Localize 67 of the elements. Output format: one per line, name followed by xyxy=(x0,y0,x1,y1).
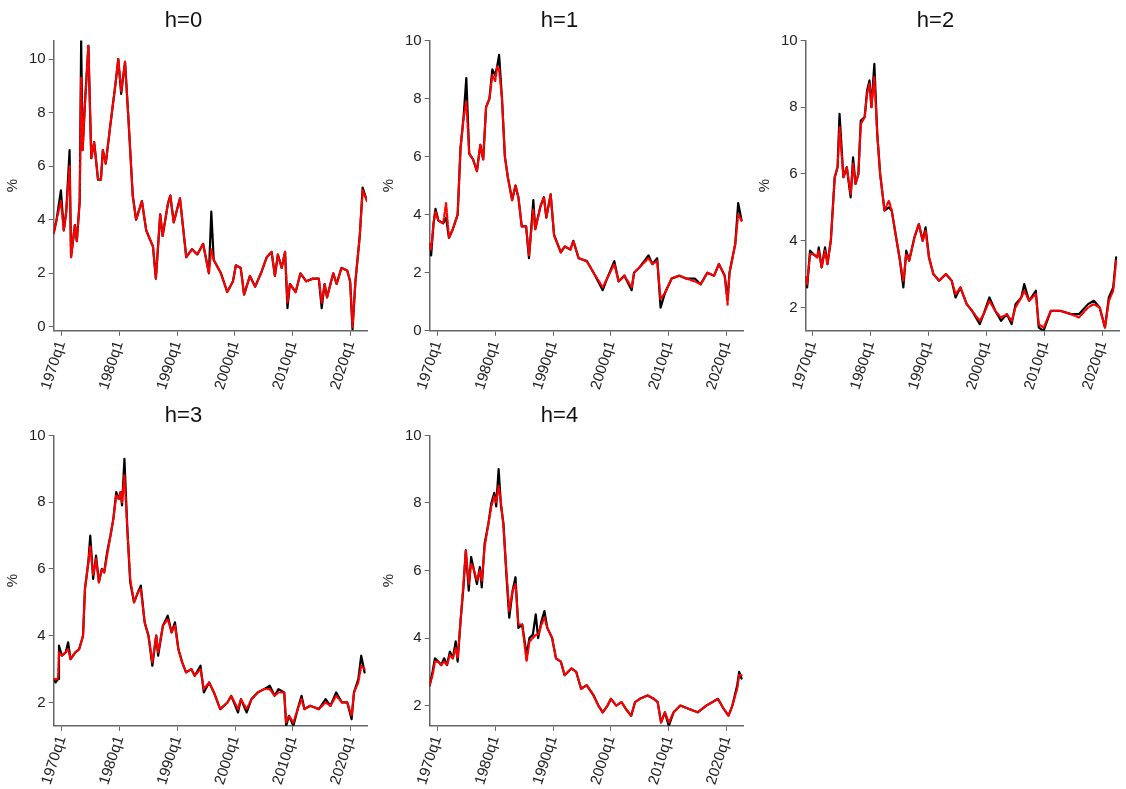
y-tick-label: 8 xyxy=(789,97,798,115)
y-tick-label: 2 xyxy=(789,297,798,315)
x-tick-label: 1980q1 xyxy=(94,733,127,787)
x-tick-label: 2010q1 xyxy=(267,338,300,392)
x-tick-label: 2020q1 xyxy=(1077,338,1110,392)
y-tick-label: 8 xyxy=(413,493,422,511)
y-tick-label: 2 xyxy=(413,262,422,280)
chart-title: h=3 xyxy=(164,402,203,428)
y-axis-title: % xyxy=(379,178,397,193)
y-tick-label: 10 xyxy=(405,30,422,48)
y-tick-label: 10 xyxy=(781,30,798,48)
chart-title: h=4 xyxy=(540,402,579,428)
y-tick-label: 2 xyxy=(37,692,46,710)
x-tick-label: 1990q1 xyxy=(903,338,936,392)
y-axis-title: % xyxy=(379,573,397,588)
x-tick-label: 1990q1 xyxy=(152,733,185,787)
y-tick-label: 6 xyxy=(413,146,422,164)
x-tick-label: 2000q1 xyxy=(210,338,242,392)
x-tick-label: 2020q1 xyxy=(325,733,358,787)
y-tick-label: 8 xyxy=(37,492,46,510)
x-tick-label: 2000q1 xyxy=(961,338,994,392)
x-tick-label: 2000q1 xyxy=(210,733,242,787)
y-tick-label: 8 xyxy=(37,102,46,120)
x-tick-label: 1970q1 xyxy=(412,338,445,392)
y-tick-label: 6 xyxy=(413,560,422,578)
x-tick-label: 2020q1 xyxy=(701,338,734,392)
x-tick-label: 2010q1 xyxy=(643,733,676,787)
y-tick-label: 2 xyxy=(37,263,46,281)
x-tick-label: 2000q1 xyxy=(586,733,618,787)
x-tick-label: 1990q1 xyxy=(152,338,184,392)
y-tick-label: 4 xyxy=(789,230,798,248)
x-tick-label: 2020q1 xyxy=(325,338,358,392)
x-tick-label: 2010q1 xyxy=(1019,338,1052,392)
y-tick-label: 6 xyxy=(37,156,46,174)
y-tick-label: 4 xyxy=(37,209,46,227)
x-tick-label: 1970q1 xyxy=(37,733,69,787)
y-tick-label: 8 xyxy=(413,88,422,106)
y-tick-label: 2 xyxy=(413,695,422,713)
chart-title: h=2 xyxy=(916,7,955,33)
x-tick-label: 1970q1 xyxy=(36,338,69,392)
y-tick-label: 0 xyxy=(413,320,422,338)
x-tick-label: 1980q1 xyxy=(94,338,127,392)
y-tick-label: 4 xyxy=(37,625,46,643)
y-axis-title: % xyxy=(755,178,773,193)
y-tick-label: 4 xyxy=(413,628,422,646)
x-tick-label: 1970q1 xyxy=(412,733,445,787)
x-tick-label: 1980q1 xyxy=(470,733,503,787)
y-axis-title: % xyxy=(3,573,21,588)
y-tick-label: 10 xyxy=(29,425,46,443)
y-tick-label: 4 xyxy=(413,204,422,222)
x-tick-label: 1980q1 xyxy=(470,338,503,392)
y-axis-title: % xyxy=(3,178,21,193)
x-tick-label: 1980q1 xyxy=(845,338,878,392)
x-tick-label: 1970q1 xyxy=(787,338,820,392)
x-tick-label: 1990q1 xyxy=(528,338,560,392)
y-tick-label: 6 xyxy=(37,559,46,577)
chart-title: h=0 xyxy=(164,7,203,33)
y-tick-label: 0 xyxy=(37,316,46,334)
y-tick-label: 10 xyxy=(29,49,46,67)
x-tick-label: 2010q1 xyxy=(268,733,300,787)
x-tick-label: 2000q1 xyxy=(586,338,618,392)
x-tick-label: 2020q1 xyxy=(701,733,734,787)
y-tick-label: 6 xyxy=(789,164,798,182)
chart-title: h=1 xyxy=(540,7,579,33)
y-tick-label: 10 xyxy=(405,425,422,443)
x-tick-label: 1990q1 xyxy=(528,733,560,787)
x-tick-label: 2010q1 xyxy=(643,338,676,392)
